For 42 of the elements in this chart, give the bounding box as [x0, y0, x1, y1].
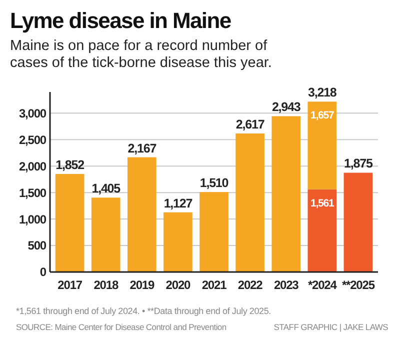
text: STAFF GRAPHIC | JAKE LAWS — [274, 322, 389, 332]
x-tick-label: 2017 — [58, 278, 83, 292]
x-tick-label: 2018 — [94, 278, 119, 292]
bar — [127, 157, 156, 272]
y-tick-label: 2,500 — [18, 132, 47, 147]
data-label: 1,657 — [310, 110, 335, 122]
x-tick-label: **2025 — [342, 278, 376, 292]
x-tick-label: 2019 — [130, 278, 155, 292]
data-label: 1,510 — [200, 176, 229, 190]
y-tick-label: 1,500 — [18, 186, 47, 200]
bar — [308, 189, 337, 272]
data-label: 1,127 — [164, 196, 193, 210]
data-label: 1,561 — [310, 197, 335, 210]
x-tick-label: 2023 — [274, 278, 300, 292]
data-label: 1,875 — [344, 156, 373, 171]
bar — [308, 102, 337, 190]
bar — [344, 172, 373, 272]
y-tick-label: 500 — [28, 238, 47, 253]
x-tick-label: *2024 — [308, 278, 338, 292]
data-label: 2,943 — [272, 100, 301, 114]
y-tick-label: 1,000 — [18, 212, 47, 226]
x-tick-label: 2022 — [238, 278, 264, 292]
data-label: 1,852 — [56, 158, 85, 172]
bar — [236, 133, 264, 272]
bar — [91, 198, 120, 272]
total-label: 3,218 — [308, 86, 337, 100]
x-tick-label: 2020 — [166, 278, 192, 292]
bar — [200, 192, 228, 272]
bar — [164, 212, 192, 272]
chart-title: Lyme disease in Maine — [10, 8, 232, 33]
data-label: 1,405 — [92, 182, 121, 196]
data-label: 2,167 — [128, 141, 157, 156]
y-tick-label: 0 — [40, 265, 47, 280]
source-note: SOURCE: Maine Center for Disease Control and Prevention — [16, 322, 227, 332]
y-tick-label: 3,000 — [18, 106, 47, 120]
x-tick-label: 2021 — [202, 278, 228, 292]
chart-subtitle: Maine is on pace for a record number of cases of the tick-borne disease this year. — [10, 38, 272, 71]
bar — [272, 116, 301, 272]
bar — [55, 174, 84, 272]
y-tick-label: 2,000 — [18, 159, 47, 174]
text: *1,561 through end of July 2024. • **Data through end of July 2025. — [16, 306, 271, 316]
data-label: 2,617 — [236, 117, 265, 132]
